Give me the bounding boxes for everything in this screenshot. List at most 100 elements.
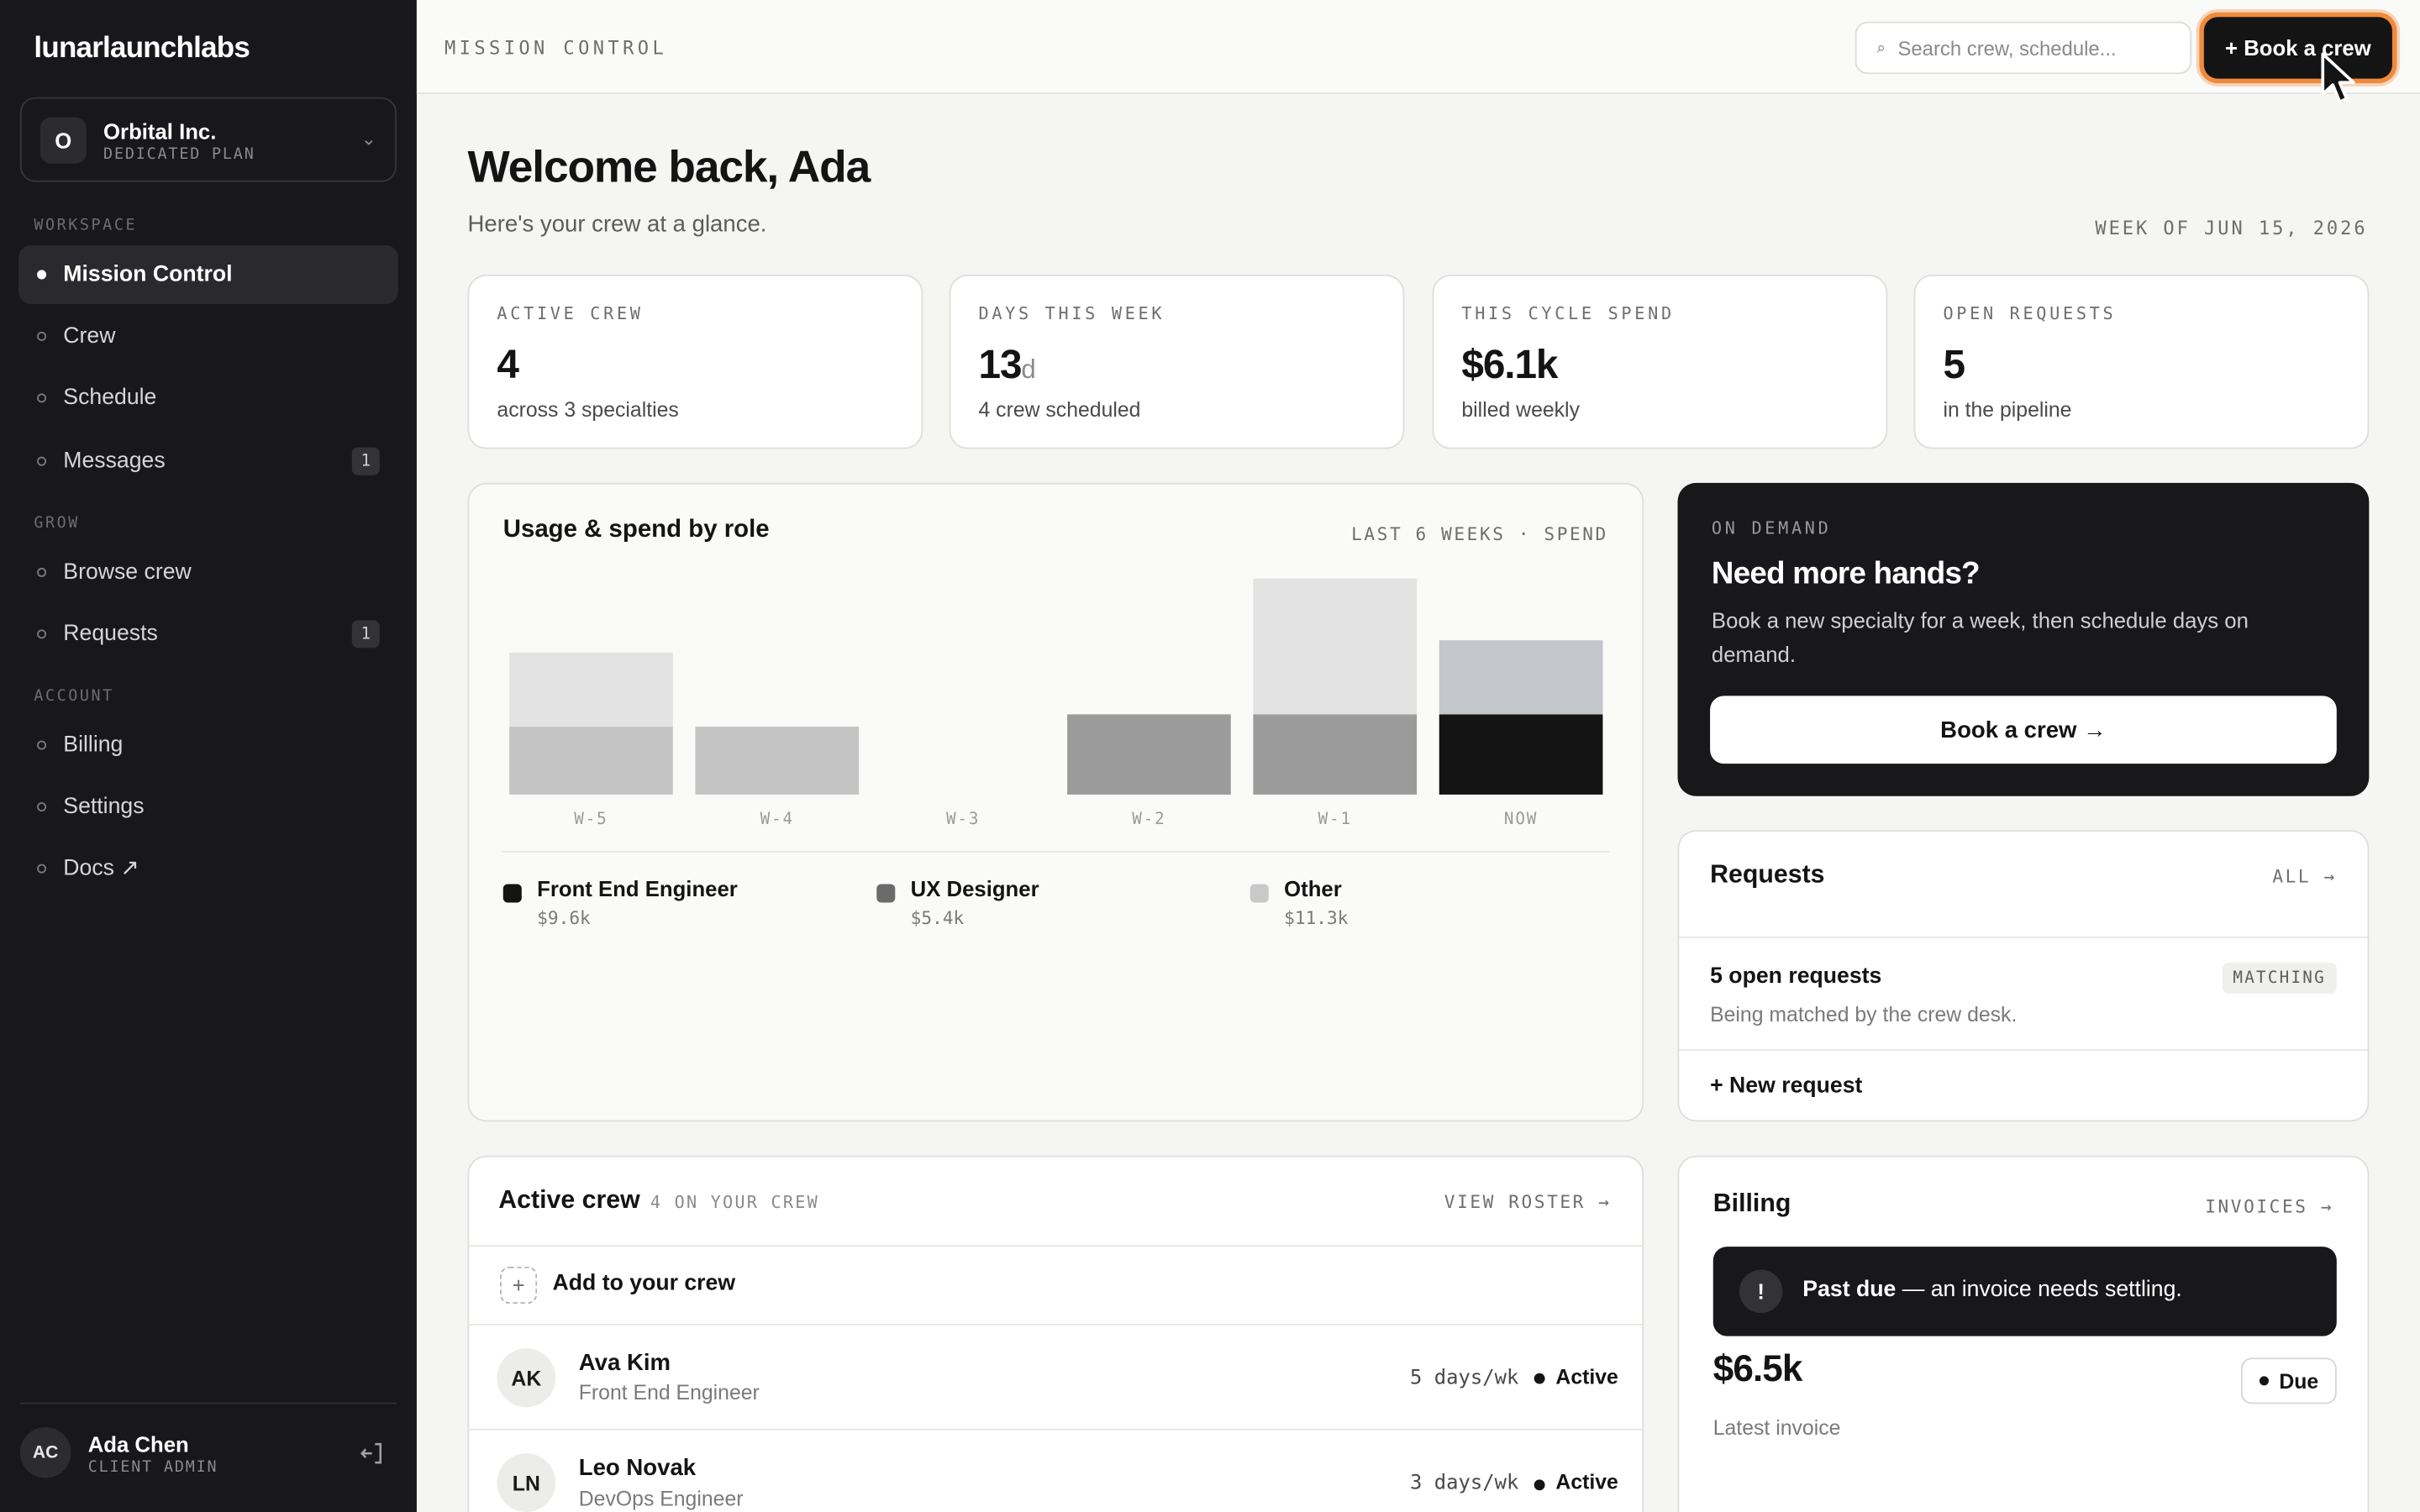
logout-icon[interactable] (358, 1440, 386, 1467)
stat-label: ACTIVE CREW (497, 303, 644, 324)
top-bar: MISSION CONTROL ⌕ Search crew, schedule.… (416, 0, 2420, 95)
crew-title: Active crew 4 ON YOUR CREW (498, 1186, 820, 1215)
brand-logo[interactable]: lunarlaunchlabs (34, 32, 250, 66)
legend-name: UX Designer (910, 876, 1039, 901)
sidebar-item-label: Billing (63, 732, 124, 758)
search-input[interactable]: ⌕ Search crew, schedule... (1854, 21, 2192, 75)
search-placeholder: Search crew, schedule... (1897, 36, 2117, 60)
open-requests-summary[interactable]: 5 open requests (1710, 963, 1882, 990)
status-badge: Active (1555, 1470, 1618, 1494)
sidebar-item-crew[interactable]: Crew (18, 307, 398, 366)
stat-label: DAYS THIS WEEK (978, 303, 1165, 324)
requests-count-badge: 1 (351, 620, 380, 648)
nav-dot-icon (37, 864, 47, 874)
invoices-link[interactable]: INVOICES → (2205, 1195, 2334, 1218)
past-due-text: Past due — an invoice needs settling. (1802, 1277, 2182, 1303)
sidebar-item-messages[interactable]: Messages 1 (18, 432, 398, 491)
billing-card: Billing INVOICES → ! Past due — an invoi… (1677, 1155, 2370, 1512)
on-demand-eyebrow: ON DEMAND (1711, 518, 1832, 539)
crew-member-role: DevOps Engineer (578, 1487, 744, 1511)
legend-swatch (1249, 884, 1269, 903)
avatar[interactable]: AC (19, 1426, 71, 1478)
stat-description: billed weekly (1461, 397, 1580, 422)
divider (469, 1245, 1643, 1247)
sidebar-item-docs[interactable]: Docs ↗ (18, 839, 398, 898)
crew-member-days: 3 days/wk (1409, 1472, 1519, 1495)
on-demand-text: Book a new specialty for a week, then sc… (1711, 607, 2249, 667)
sidebar: lunarlaunchlabs O Orbital Inc. DEDICATED… (0, 0, 417, 1512)
chevron-down-icon: ⌄ (360, 128, 377, 150)
sidebar-item-schedule[interactable]: Schedule (18, 369, 398, 428)
past-due-alert[interactable]: ! Past due — an invoice needs settling. (1712, 1247, 2337, 1336)
org-switcher[interactable]: O Orbital Inc. DEDICATED PLAN ⌄ (19, 97, 397, 182)
stat-description: across 3 specialties (497, 397, 679, 422)
week-label: WEEK OF JUN 15, 2026 (2095, 217, 2368, 239)
messages-count-badge: 1 (351, 447, 380, 475)
avatar: LN (497, 1453, 556, 1512)
stat-card-open-requests: OPEN REQUESTS 5 in the pipeline (1913, 274, 2370, 449)
stat-value: 4 (497, 340, 519, 388)
usage-chart-card: Usage & spend by role LAST 6 WEEKS · SPE… (467, 482, 1644, 1122)
status-dot-icon (1534, 1373, 1545, 1384)
active-crew-card: Active crew 4 ON YOUR CREW VIEW ROSTER →… (467, 1155, 1644, 1512)
book-crew-button[interactable]: + Book a crew (2203, 17, 2392, 79)
sidebar-item-label: Crew (63, 323, 116, 349)
nav-dot-icon (37, 740, 47, 750)
divider (1679, 1048, 2368, 1051)
invoice-caption: Latest invoice (1712, 1416, 1841, 1440)
crew-member-name: Ava Kim (578, 1350, 671, 1377)
on-demand-title: Need more hands? (1711, 557, 1981, 591)
requests-card: Requests ALL → 5 open requests MATCHING … (1677, 830, 2370, 1122)
page-subtitle: Here's your crew at a glance. (467, 211, 767, 238)
nav-dot-icon (37, 331, 47, 341)
legend-swatch (502, 884, 522, 903)
crew-member-name: Leo Novak (578, 1455, 697, 1482)
nav-group-account: ACCOUNT (34, 688, 114, 706)
divider (469, 1428, 1643, 1431)
on-demand-book-button[interactable]: Book a crew → (1710, 696, 2337, 764)
requests-all-link[interactable]: ALL → (2272, 865, 2337, 888)
user-name: Ada Chen (87, 1431, 189, 1457)
sidebar-item-browse-crew[interactable]: Browse crew (18, 543, 398, 602)
sidebar-item-label: Schedule (63, 386, 157, 411)
usage-card-title: Usage & spend by role (502, 517, 770, 543)
crew-count: 4 ON YOUR CREW (650, 1192, 820, 1213)
crew-member-days: 5 days/wk (1409, 1367, 1519, 1390)
breadcrumb: MISSION CONTROL (444, 37, 668, 59)
add-to-crew-button[interactable]: Add to your crew (552, 1271, 736, 1296)
status-badge: MATCHING (2222, 963, 2337, 994)
mouse-cursor-icon (2321, 52, 2355, 104)
divider (1679, 936, 2368, 938)
sidebar-item-mission-control[interactable]: Mission Control (18, 245, 398, 304)
search-icon: ⌕ (1876, 39, 1886, 57)
stat-description: 4 crew scheduled (978, 397, 1141, 422)
usage-card-meta: LAST 6 WEEKS · SPEND (1351, 522, 1608, 545)
status-dot-icon (1534, 1479, 1545, 1491)
sidebar-item-label: Docs ↗ (63, 856, 139, 881)
org-plan: DEDICATED PLAN (103, 146, 255, 164)
sidebar-item-label: Browse crew (63, 559, 192, 585)
stat-card-cycle-spend: THIS CYCLE SPEND $6.1k billed weekly (1432, 274, 1888, 449)
legend-value: $11.3k (1284, 906, 1349, 929)
nav-dot-icon (37, 802, 47, 812)
nav-dot-icon (37, 567, 47, 577)
legend-value: $5.4k (910, 906, 965, 929)
sidebar-item-requests[interactable]: Requests 1 (18, 605, 398, 664)
on-demand-card: ON DEMAND Need more hands? Book a new sp… (1677, 482, 2370, 796)
new-request-button[interactable]: + New request (1710, 1074, 1863, 1099)
stat-value: 5 (1943, 340, 1965, 388)
view-roster-link[interactable]: VIEW ROSTER → (1444, 1190, 1612, 1213)
stat-card-days-this-week: DAYS THIS WEEK 13d 4 crew scheduled (949, 274, 1405, 449)
nav-group-workspace: WORKSPACE (34, 217, 138, 235)
stat-label: THIS CYCLE SPEND (1461, 303, 1675, 324)
sidebar-item-settings[interactable]: Settings (18, 778, 398, 837)
nav-group-grow: GROW (34, 515, 80, 533)
stat-description: in the pipeline (1943, 397, 2072, 422)
legend-value: $9.6k (537, 906, 591, 929)
stat-value: $6.1k (1461, 340, 1558, 388)
legend-name: Front End Engineer (537, 876, 738, 901)
requests-title: Requests (1710, 860, 1825, 889)
add-icon[interactable]: + (500, 1266, 538, 1305)
status-badge: Active (1555, 1365, 1618, 1389)
sidebar-item-billing[interactable]: Billing (18, 716, 398, 774)
